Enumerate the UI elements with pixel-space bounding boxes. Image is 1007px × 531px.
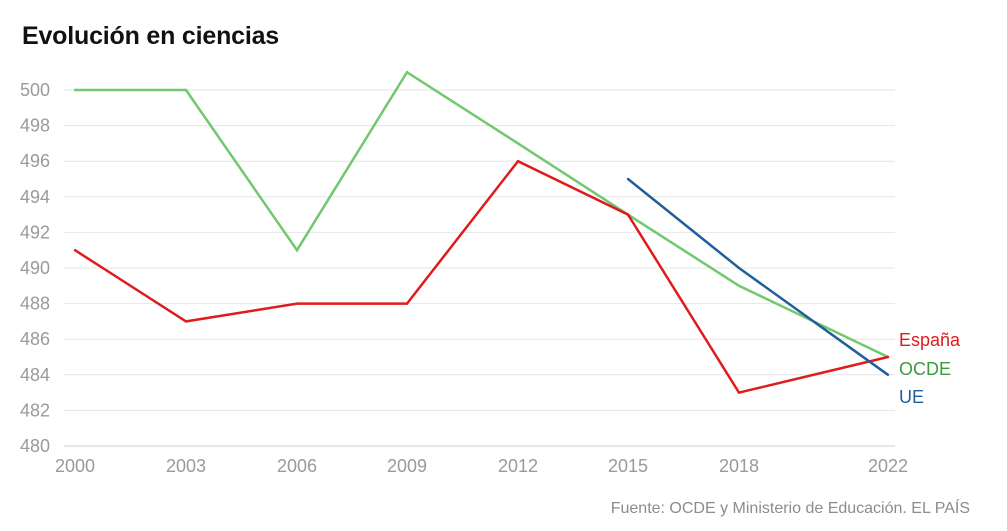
- data-point-españa: [886, 355, 890, 359]
- data-point-ocde: [516, 142, 520, 145]
- x-tick-label: 2015: [608, 456, 648, 476]
- legend-label-ue: UE: [899, 387, 924, 407]
- legend: España OCDE UE: [899, 330, 961, 407]
- x-tick-label: 2022: [868, 456, 908, 476]
- series-lines: [73, 70, 890, 395]
- x-tick-label: 2006: [277, 456, 317, 476]
- source-note: Fuente: OCDE y Ministerio de Educación. …: [610, 500, 970, 517]
- data-point-ocde: [184, 88, 188, 92]
- y-tick-label: 486: [20, 329, 50, 349]
- data-point-ue: [737, 266, 741, 270]
- data-point-españa: [184, 320, 188, 323]
- legend-label-ocde: OCDE: [899, 359, 951, 379]
- x-tick-label: 2009: [387, 456, 427, 476]
- chart-title: Evolución en ciencias: [22, 22, 280, 50]
- data-point-ocde: [405, 71, 409, 74]
- x-tick-label: 2018: [719, 456, 759, 476]
- legend-label-españa: España: [899, 330, 961, 350]
- data-point-españa: [405, 302, 409, 305]
- data-point-ocde: [737, 284, 741, 287]
- x-tick-label: 2012: [498, 456, 538, 476]
- y-tick-label: 500: [20, 80, 50, 100]
- data-point-ocde: [295, 249, 299, 252]
- data-point-ocde: [73, 88, 77, 92]
- y-tick-label: 494: [20, 187, 50, 207]
- grid-lines: [64, 89, 895, 447]
- y-tick-label: 482: [20, 400, 50, 420]
- x-tick-label: 2000: [55, 456, 95, 476]
- y-tick-label: 480: [20, 436, 50, 456]
- data-point-españa: [73, 249, 77, 252]
- x-tick-label: 2003: [166, 456, 206, 476]
- y-tick-label: 488: [20, 294, 50, 314]
- data-point-ue: [886, 373, 890, 376]
- data-point-españa: [626, 213, 630, 216]
- y-tick-label: 496: [20, 151, 50, 171]
- x-axis-ticks: 2000 2003 2006 2009 2012 2015 2018 2022: [55, 456, 908, 476]
- y-axis-ticks: 480 482 484 486 488 490 492 494 496 498 500: [20, 80, 50, 456]
- data-point-españa: [295, 302, 299, 305]
- series-line-ocde: [75, 70, 889, 359]
- y-tick-label: 490: [20, 258, 50, 278]
- y-tick-label: 492: [20, 222, 50, 242]
- series-line-españa: [74, 159, 889, 395]
- data-point-españa: [737, 391, 741, 394]
- data-point-españa: [516, 160, 520, 163]
- data-point-ue: [626, 177, 630, 181]
- y-tick-label: 484: [20, 365, 50, 385]
- y-tick-label: 498: [20, 116, 50, 136]
